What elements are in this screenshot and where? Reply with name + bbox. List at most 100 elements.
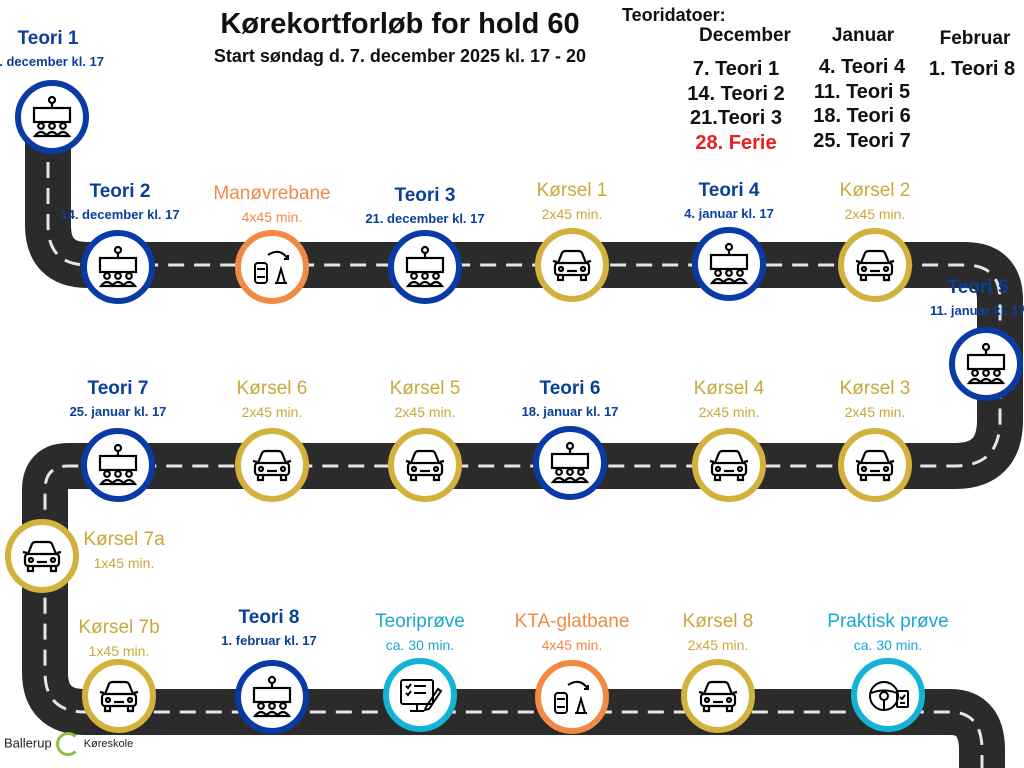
koersel-3-label: Kørsel 3 2x45 min. (840, 378, 911, 420)
step-detail: 2x45 min. (844, 206, 906, 222)
koersel-7a-node (5, 519, 79, 593)
step-title: Kørsel 5 (389, 378, 461, 399)
school-logo: Ballerup Køreskole (4, 732, 133, 756)
koersel-1-node (535, 228, 609, 302)
kta-glatbane-label: KTA-glatbane 4x45 min. (515, 611, 630, 653)
step-detail: 4x45 min. (241, 209, 303, 225)
step-detail: 11. januar kl. 17 (929, 303, 1024, 318)
teori-2-label: Teori 2 14. december kl. 17 (60, 181, 179, 222)
step-detail: 21. december kl. 17 (365, 211, 485, 226)
praktisk-proeve-node (851, 658, 925, 732)
schedule-item: 14. Teori 2 (687, 82, 785, 105)
step-detail: 2x45 min. (698, 404, 760, 420)
step-detail: ca. 30 min. (853, 637, 923, 653)
step-detail: 2x45 min. (541, 206, 603, 222)
step-detail: 4x45 min. (541, 637, 603, 653)
teoriproeve-label: Teoriprøve ca. 30 min. (375, 611, 465, 653)
step-title: Teori 7 (87, 378, 149, 399)
schedule-heading: Teoridatoer: (622, 5, 726, 25)
step-title: Teori 2 (89, 181, 151, 202)
koersel-7b-label: Kørsel 7b 1x45 min. (78, 617, 159, 659)
schedule-list-december: 7. Teori 1 14. Teori 2 21.Teori 3 28. Fe… (676, 57, 796, 155)
page-title: Kørekortforløb for hold 60 (220, 8, 580, 40)
schedule-list-februar: 1. Teori 8 (912, 57, 1024, 82)
step-title: Kørsel 3 (839, 378, 911, 399)
schedule-month-januar: Januar (831, 25, 895, 46)
step-detail: 2x45 min. (394, 404, 456, 420)
step-title: Praktisk prøve (827, 611, 949, 632)
teori-2-node (81, 230, 155, 304)
teori-1-label: Teori 1 7. december kl. 17 (0, 28, 104, 69)
koersel-6-node (235, 428, 309, 502)
teori-7-node (81, 428, 155, 502)
step-title: Teori 1 (17, 28, 79, 49)
schedule-item: 21.Teori 3 (690, 107, 782, 129)
step-detail: ca. 30 min. (385, 637, 455, 653)
teori-5-node (949, 327, 1023, 401)
step-detail: 2x45 min. (687, 637, 749, 653)
schedule-item: 25. Teori 7 (813, 129, 911, 152)
schedule-item: 18. Teori 6 (813, 105, 911, 127)
teori-7-label: Teori 7 25. januar kl. 17 (70, 378, 167, 419)
step-title: Manøvrebane (213, 183, 331, 204)
schedule-item: 1. Teori 8 (928, 58, 1016, 80)
koersel-5-node (388, 428, 462, 502)
teori-6-label: Teori 6 18. januar kl. 17 (522, 378, 619, 419)
teori-8-node (235, 660, 309, 734)
step-title: Kørsel 4 (693, 378, 765, 399)
teori-6-node (533, 426, 607, 500)
page-subtitle: Start søndag d. 7. december 2025 kl. 17 … (213, 46, 587, 66)
step-title: Kørsel 8 (682, 611, 754, 632)
step-detail: 2x45 min. (241, 404, 303, 420)
schedule-list-januar: 4. Teori 4 11. Teori 5 18. Teori 6 25. T… (802, 55, 922, 153)
step-title: Teori 5 (947, 277, 1009, 298)
schedule-month-december: December (699, 25, 791, 46)
teori-1-node (15, 80, 89, 154)
schedule-item: 4. Teori 4 (818, 56, 906, 78)
logo-sub: Køreskole (83, 738, 134, 750)
schedule-item-holiday: 28. Ferie (695, 131, 777, 154)
step-detail: 4. januar kl. 17 (684, 206, 774, 221)
step-detail: 1. februar kl. 17 (221, 633, 317, 648)
step-title: Kørsel 7b (78, 617, 160, 638)
step-title: Kørsel 1 (536, 180, 608, 201)
koersel-2-label: Kørsel 2 2x45 min. (840, 180, 911, 222)
step-title: Kørsel 7a (83, 529, 165, 550)
step-title: Teori 6 (539, 378, 601, 399)
step-detail: 25. januar kl. 17 (69, 404, 167, 419)
schedule-item: 11. Teori 5 (813, 80, 911, 103)
teori-3-label: Teori 3 21. december kl. 17 (365, 185, 484, 226)
step-title: Kørsel 6 (236, 378, 308, 399)
teori-8-label: Teori 8 1. februar kl. 17 (221, 607, 316, 648)
koersel-4-label: Kørsel 4 2x45 min. (694, 378, 765, 420)
koersel-8-label: Kørsel 8 2x45 min. (683, 611, 754, 653)
koersel-4-node (692, 428, 766, 502)
manoevrebane-node (235, 230, 309, 304)
step-detail: 1x45 min. (93, 555, 155, 571)
koersel-7a-label: Kørsel 7a 1x45 min. (83, 529, 164, 571)
logo-name: Ballerup (4, 735, 52, 751)
step-detail: 14. december kl. 17 (60, 207, 180, 222)
step-title: Teori 8 (238, 607, 300, 628)
step-detail: 1x45 min. (88, 643, 150, 659)
teori-3-node (388, 230, 462, 304)
koersel-7b-node (82, 659, 156, 733)
koersel-6-label: Kørsel 6 2x45 min. (237, 378, 308, 420)
koersel-1-label: Kørsel 1 2x45 min. (537, 180, 608, 222)
koersel-8-node (681, 659, 755, 733)
step-detail: 2x45 min. (844, 404, 906, 420)
step-title: KTA-glatbane (514, 611, 630, 632)
step-detail: 7. december kl. 17 (0, 54, 105, 69)
step-detail: 18. januar kl. 17 (521, 404, 619, 419)
manoevrebane-label: Manøvrebane 4x45 min. (213, 183, 330, 225)
teori-4-label: Teori 4 4. januar kl. 17 (684, 180, 774, 221)
kta-glatbane-node (535, 660, 609, 734)
praktisk-proeve-label: Praktisk prøve ca. 30 min. (827, 611, 948, 653)
step-title: Kørsel 2 (839, 180, 911, 201)
koersel-3-node (838, 428, 912, 502)
step-title: Teori 4 (698, 180, 760, 201)
step-title: Teori 3 (394, 185, 456, 206)
step-title: Teoriprøve (375, 611, 465, 632)
teori-4-node (692, 227, 766, 301)
koersel-5-label: Kørsel 5 2x45 min. (390, 378, 461, 420)
